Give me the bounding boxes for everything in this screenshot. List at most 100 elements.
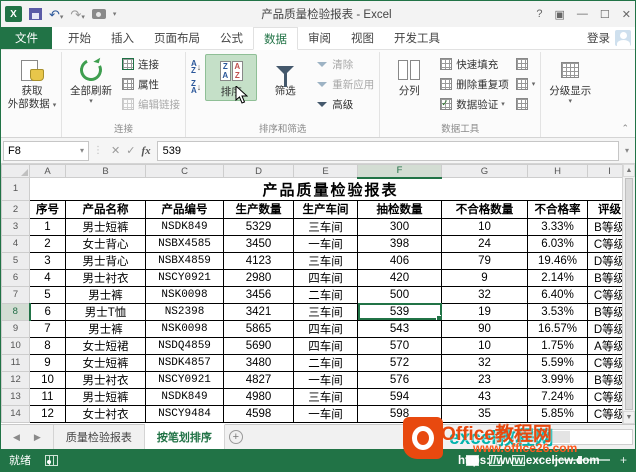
cell-D8[interactable]: 3421: [223, 302, 294, 321]
cell-G8[interactable]: 19: [441, 302, 528, 321]
sheet-tab-质量检验报表[interactable]: 质量检验报表: [52, 425, 145, 449]
new-sheet-button[interactable]: +: [225, 425, 247, 449]
connections-button[interactable]: 连接: [119, 55, 182, 73]
cell-F7[interactable]: 500: [357, 285, 442, 304]
row-header-1[interactable]: 1: [1, 177, 30, 201]
undo-icon[interactable]: ↶▾: [49, 6, 64, 22]
cell-H6[interactable]: 2.14%: [527, 268, 588, 287]
report-title-cell[interactable]: 产品质量检验报表: [29, 177, 632, 201]
name-box-caret-icon[interactable]: ▾: [79, 146, 84, 155]
help-button[interactable]: ?: [536, 8, 543, 20]
splitter-dots-icon[interactable]: ⋮: [484, 431, 493, 442]
cell-C4[interactable]: NSBX4585: [145, 234, 224, 253]
macro-record-icon[interactable]: [45, 454, 58, 466]
cell-H13[interactable]: 7.24%: [527, 387, 588, 406]
cell-I12[interactable]: B等级: [587, 370, 632, 389]
row-header-11[interactable]: 11: [1, 353, 30, 372]
cell-G4[interactable]: 24: [441, 234, 528, 253]
cell-B5[interactable]: 男士背心: [65, 251, 146, 270]
row-header-10[interactable]: 10: [1, 336, 30, 355]
cell-H12[interactable]: 3.99%: [527, 370, 588, 389]
cell-H8[interactable]: 3.53%: [527, 302, 588, 321]
cell-G7[interactable]: 32: [441, 285, 528, 304]
cell-D5[interactable]: 4123: [223, 251, 294, 270]
tab-数据[interactable]: 数据: [253, 27, 298, 50]
header-cell-F2[interactable]: 抽检数量: [357, 199, 442, 219]
row-header-12[interactable]: 12: [1, 370, 30, 389]
normal-view-icon[interactable]: [465, 454, 479, 466]
column-header-A[interactable]: A: [29, 164, 66, 178]
consolidate-button[interactable]: [513, 55, 538, 73]
ribbon-display-options-button[interactable]: ▣: [554, 8, 565, 21]
column-header-I[interactable]: I: [587, 164, 632, 178]
remove-duplicates-button[interactable]: 删除重复项: [437, 75, 511, 93]
filter-button[interactable]: 筛选: [259, 54, 311, 99]
properties-button[interactable]: 属性: [119, 75, 182, 93]
cell-C9[interactable]: NSK0098: [145, 319, 224, 338]
cell-C14[interactable]: NSCY9484: [145, 404, 224, 423]
cell-D10[interactable]: 5690: [223, 336, 294, 355]
cell-B12[interactable]: 男士衬衣: [65, 370, 146, 389]
cell-C10[interactable]: NSDQ4859: [145, 336, 224, 355]
row-header-8[interactable]: 8: [1, 302, 31, 321]
cell-G14[interactable]: 35: [441, 404, 528, 423]
cell-G9[interactable]: 90: [441, 319, 528, 338]
column-header-B[interactable]: B: [65, 164, 146, 178]
what-if-analysis-button[interactable]: ▾: [513, 75, 538, 93]
save-icon[interactable]: [29, 8, 42, 20]
scroll-up-icon[interactable]: ▲: [623, 164, 635, 177]
row-header-6[interactable]: 6: [1, 268, 30, 287]
header-cell-G2[interactable]: 不合格数量: [441, 199, 528, 219]
header-cell-C2[interactable]: 产品编号: [145, 199, 224, 219]
tab-开发工具[interactable]: 开发工具: [394, 33, 440, 45]
vertical-scroll-thumb[interactable]: [625, 178, 633, 410]
name-box[interactable]: F8 ▾: [3, 140, 89, 161]
tab-开始[interactable]: 开始: [68, 33, 91, 45]
refresh-all-button[interactable]: 全部刷新 ▾: [65, 54, 117, 108]
qat-customize-icon[interactable]: ▾: [112, 11, 117, 18]
row-header-5[interactable]: 5: [1, 251, 30, 270]
cell-F11[interactable]: 572: [357, 353, 442, 372]
cell-H11[interactable]: 5.59%: [527, 353, 588, 372]
cell-F13[interactable]: 594: [357, 387, 442, 406]
cell-G3[interactable]: 10: [441, 217, 528, 236]
tab-公式[interactable]: 公式: [220, 33, 243, 45]
outline-button[interactable]: 分级显示 ▾: [544, 54, 596, 108]
cell-D3[interactable]: 5329: [223, 217, 294, 236]
cell-H3[interactable]: 3.33%: [527, 217, 588, 236]
get-external-data-button[interactable]: 获取 外部数据 ▾: [6, 54, 58, 112]
cell-B11[interactable]: 女士短裤: [65, 353, 146, 372]
row-header-7[interactable]: 7: [1, 285, 30, 304]
cell-F3[interactable]: 300: [357, 217, 442, 236]
prev-sheet-icon[interactable]: ◀: [13, 431, 20, 442]
cell-C7[interactable]: NSK0098: [145, 285, 224, 304]
cell-I14[interactable]: C等级: [587, 404, 632, 423]
header-cell-D2[interactable]: 生产数量: [223, 199, 294, 219]
cell-F8[interactable]: 539: [357, 302, 442, 321]
cell-A9[interactable]: 7: [29, 319, 66, 338]
row-header-9[interactable]: 9: [1, 319, 30, 338]
maximize-button[interactable]: ☐: [599, 8, 610, 21]
cell-E14[interactable]: 一车间: [293, 404, 358, 423]
header-cell-E2[interactable]: 生产车间: [293, 199, 358, 219]
cell-A14[interactable]: 12: [29, 404, 66, 423]
cell-I10[interactable]: A等级: [587, 336, 632, 355]
cell-E10[interactable]: 四车间: [293, 336, 358, 355]
horizontal-scrollbar[interactable]: [513, 429, 633, 445]
clear-filter-button[interactable]: 清除: [313, 55, 376, 73]
relationships-button[interactable]: [513, 95, 538, 113]
row-header-14[interactable]: 14: [1, 404, 30, 423]
cell-E7[interactable]: 二车间: [293, 285, 358, 304]
cell-G6[interactable]: 9: [441, 268, 528, 287]
vertical-scrollbar[interactable]: ▲ ▼: [622, 164, 635, 424]
column-header-F[interactable]: F: [357, 164, 442, 179]
reapply-button[interactable]: 重新应用: [313, 75, 376, 93]
cell-B13[interactable]: 男士短裤: [65, 387, 146, 406]
close-button[interactable]: ✕: [621, 8, 631, 21]
cell-E13[interactable]: 三车间: [293, 387, 358, 406]
cell-A13[interactable]: 11: [29, 387, 66, 406]
hscroll-left-icon[interactable]: ◀: [496, 429, 510, 445]
tab-视图[interactable]: 视图: [351, 33, 374, 45]
cell-B7[interactable]: 男士裤: [65, 285, 146, 304]
cell-A4[interactable]: 2: [29, 234, 66, 253]
